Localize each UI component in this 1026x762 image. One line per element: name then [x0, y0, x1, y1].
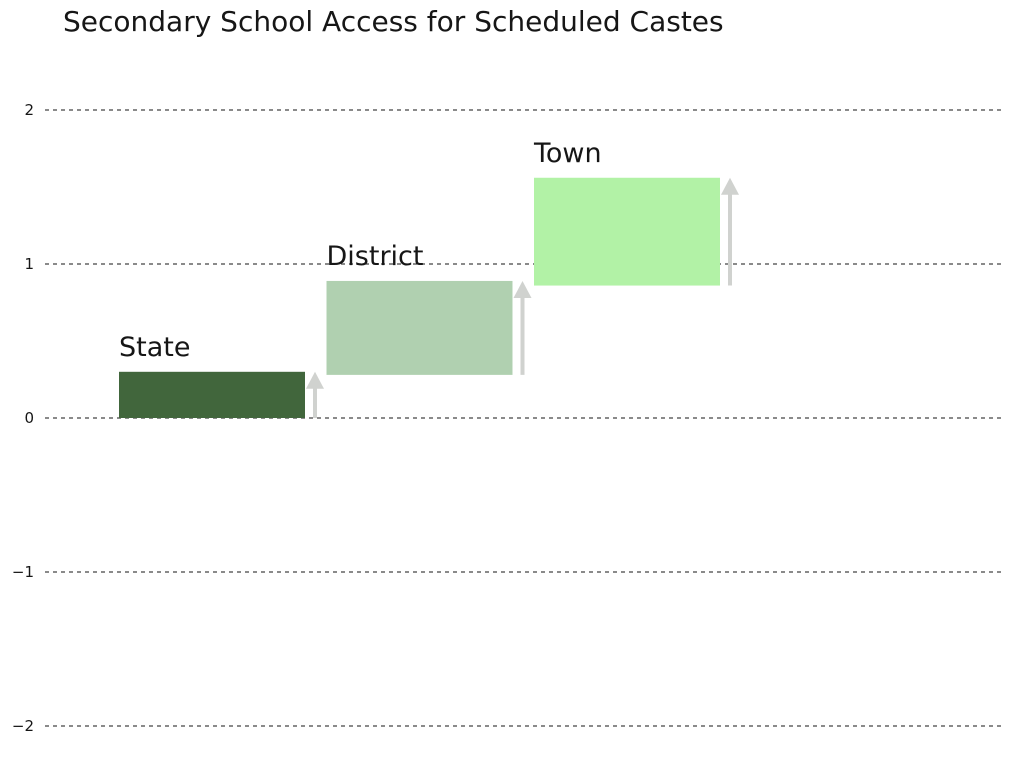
- bar-state: [119, 371, 305, 418]
- y-tick-label: 0: [24, 409, 34, 427]
- y-tick-label: −1: [12, 563, 34, 581]
- bar-label-town: Town: [533, 138, 602, 169]
- bar-district: [326, 280, 513, 375]
- y-tick-label: −2: [12, 717, 34, 735]
- bar-labels: State District Town: [119, 138, 602, 363]
- bar-town: [534, 177, 720, 286]
- step-arrow-state: [306, 371, 324, 418]
- step-arrows: [306, 177, 739, 418]
- y-tick-label: 1: [24, 255, 34, 273]
- bar-label-state: State: [119, 332, 190, 363]
- y-tick-label: 2: [24, 101, 34, 119]
- bar-label-district: District: [327, 241, 424, 272]
- y-axis-ticks: 2 1 0 −1 −2: [12, 101, 34, 735]
- step-arrow-town: [721, 177, 739, 286]
- step-arrow-district: [513, 280, 532, 375]
- bars: [119, 177, 720, 418]
- chart-title: Secondary School Access for Scheduled Ca…: [63, 5, 724, 38]
